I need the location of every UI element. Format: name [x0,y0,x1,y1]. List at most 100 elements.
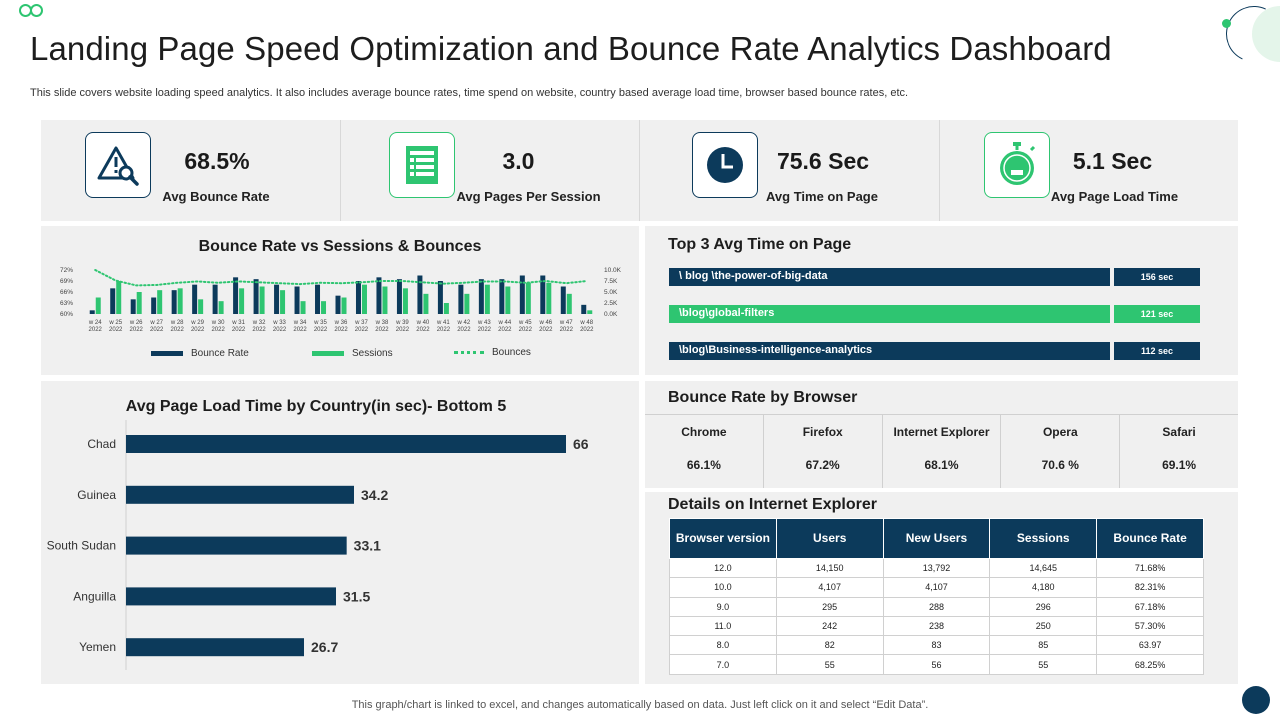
country-label: South Sudan [47,539,116,553]
country-label: Yemen [79,640,116,654]
browser-col-firefox: Firefox 67.2% [764,415,883,488]
sessions-bar [280,290,286,314]
bounce-rate-bar [396,279,402,314]
sessions-bar [423,293,429,314]
top-page-time: 156 sec [1114,268,1200,286]
y-left-tick-label: 66% [60,289,73,296]
browser-col-ie: Internet Explorer 68.1% [883,415,1002,488]
x-tick-label: w 48 2022 [579,320,594,333]
sessions-bar [361,284,367,314]
ie-details-table: Browser version Users New Users Sessions… [669,518,1204,675]
bounce-rate-bar [212,284,218,314]
bounce-rate-bar [458,284,464,314]
table-header: Browser version [669,518,777,559]
x-tick-label: w 31 2022 [231,320,246,333]
legend-bounce-rate: Bounce Rate [151,348,249,359]
y-right-tick-label: 10.0K [604,267,622,274]
table-cell: 8.0 [669,635,777,656]
x-tick-label: w 43 2022 [477,320,492,333]
country-bar [126,638,304,657]
bounces-line [94,269,588,287]
y-left-tick-label: 63% [60,300,73,307]
table-header: New Users [882,518,991,559]
table-cell: 82 [775,635,884,656]
y-right-tick-label: 7.5K [604,278,618,285]
sessions-bar [116,281,122,314]
y-left-tick-label: 60% [60,311,73,318]
browser-value: 67.2% [805,458,840,472]
bounce-rate-bar [335,295,341,314]
bounce-rate-bar [499,279,505,314]
browser-value: 70.6 % [1041,458,1079,472]
table-cell: 250 [989,615,1098,637]
bounce-rate-bar [581,304,587,314]
browser-name: Chrome [681,425,727,439]
y-left-tick-label: 69% [60,278,73,285]
table-cell: 7.0 [669,654,777,675]
x-tick-label: w 24 2022 [88,320,103,333]
top-page-time: 121 sec [1114,305,1200,323]
table-cell: 13,792 [882,557,991,579]
browser-name: Internet Explorer [893,425,990,439]
x-tick-label: w 37 2022 [354,320,369,333]
x-tick-label: w 28 2022 [170,320,185,333]
country-value-label: 34.2 [361,487,388,503]
table-cell: 14,150 [775,557,884,579]
bounce-rate-bar [540,275,546,314]
bounce-rate-bar [355,281,361,314]
browser-value: 69.1% [1162,458,1197,472]
browser-panel-title: Bounce Rate by Browser [668,389,858,406]
sessions-bar [484,284,490,314]
x-tick-label: w 38 2022 [375,320,390,333]
sessions-bar [505,286,511,314]
sessions-bar [546,282,552,314]
table-cell: 57.30% [1096,615,1204,637]
bounce-rate-bar [478,279,484,314]
sessions-bar [341,297,347,314]
kpi-label: Avg Bounce Rate [162,189,270,204]
bounce-rate-bar [89,310,95,314]
browser-value: 68.1% [924,458,959,472]
table-row: 7.0 55 56 55 68.25% [669,654,1204,675]
country-value-label: 66 [573,436,589,452]
decorative-circles [19,4,47,18]
x-tick-label: w 41 2022 [436,320,451,333]
clock-icon [692,132,758,198]
sessions-bar [382,286,388,314]
table-cell: 4,180 [989,577,1098,598]
x-tick-label: w 25 2022 [108,320,123,333]
table-cell: 9.0 [669,596,777,617]
x-tick-label: w 47 2022 [559,320,574,333]
bounce-rate-bar [192,284,198,314]
kpi-card-pages-per-session: 3.0 Avg Pages Per Session [341,120,640,221]
x-tick-label: w 35 2022 [313,320,328,333]
table-cell: 12.0 [669,557,777,579]
table-cell: 63.97 [1096,635,1204,656]
bounce-rate-bar [151,297,157,314]
sessions-bar [157,290,163,314]
table-cell: 296 [989,596,1098,617]
bounce-rate-bar [376,277,382,314]
browser-col-safari: Safari 69.1% [1120,415,1238,488]
ie-details-title: Details on Internet Explorer [668,496,877,513]
table-cell: 82.31% [1096,577,1204,598]
browser-name: Firefox [802,425,843,439]
document-list-icon [388,132,455,198]
bounce-rate-bar [233,277,239,314]
top-page-bar: \ blog \the-power-of-big-data [669,268,1110,286]
kpi-row: 68.5% Avg Bounce Rate 3.0 Avg Pages Per … [41,120,1238,221]
table-cell: 83 [882,635,991,656]
country-value-label: 26.7 [311,639,338,655]
table-cell: 14,645 [989,557,1098,579]
bounce-rate-bar [294,286,300,314]
page-subtitle: This slide covers website loading speed … [30,87,909,99]
table-cell: 4,107 [775,577,884,598]
x-tick-label: w 46 2022 [538,320,553,333]
page-title: Landing Page Speed Optimization and Boun… [30,30,1112,67]
table-cell: 4,107 [882,577,991,598]
kpi-value: 5.1 Sec [1072,148,1153,174]
kpi-label: Avg Page Load Time [1050,189,1179,204]
kpi-value: 3.0 [502,148,535,174]
browser-grid: Chrome 66.1% Firefox 67.2% Internet Explor… [645,414,1238,488]
sessions-bar [525,282,531,314]
